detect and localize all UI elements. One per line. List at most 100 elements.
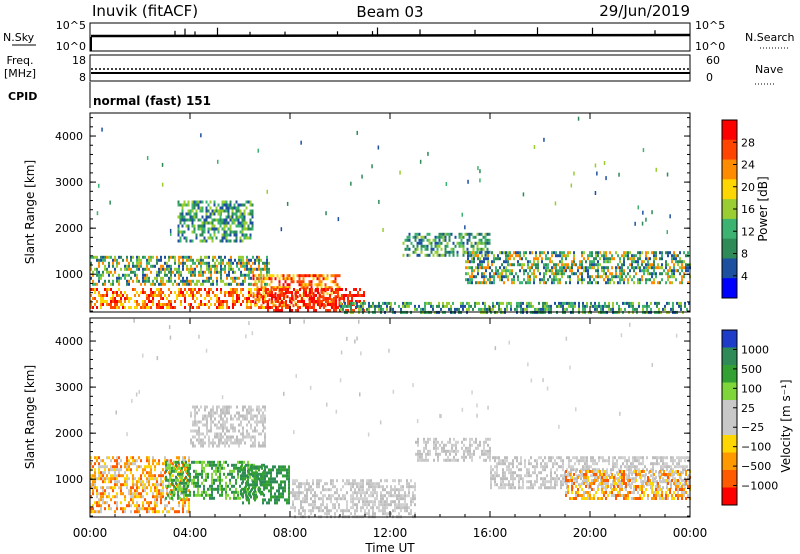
velocity-echo-cell (132, 495, 134, 499)
power-echo-cell (186, 255, 188, 259)
velocity-echo-cell (498, 456, 500, 460)
power-echo-cell (215, 206, 218, 210)
velocity-echo-cell (223, 466, 225, 470)
power-echo-cell (681, 260, 683, 264)
power-echo-cell (221, 206, 224, 210)
velocity-echo-cell (320, 491, 322, 495)
power-echo-cell (266, 273, 268, 277)
velocity-echo-cell (102, 480, 104, 484)
power-echo-cell (216, 279, 218, 283)
power-echo-cell (206, 294, 208, 297)
power-echo-cell (484, 232, 487, 236)
velocity-echo-cell (286, 471, 288, 475)
velocity-echo-cell (148, 456, 150, 460)
velocity-echo-cell (118, 456, 120, 460)
power-echo-cell (296, 304, 299, 308)
power-echo-cell (333, 303, 335, 306)
power-echo-cell (432, 238, 435, 242)
power-echo-cell (408, 301, 410, 305)
power-echo-cell (671, 257, 673, 261)
velocity-echo-cell (118, 480, 120, 484)
power-echo-cell (266, 255, 268, 259)
velocity-echo-cell (124, 480, 126, 484)
power-echo-cell (188, 294, 190, 297)
power-echo-cell (268, 261, 270, 265)
power-echo-cell (483, 275, 485, 279)
power-echo-cell (606, 304, 608, 308)
velocity-echo-cell (126, 468, 128, 472)
power-echo-cell (224, 264, 226, 268)
power-echo-cell (235, 212, 238, 216)
velocity-echo-cell (465, 437, 467, 441)
power-echo-cell (200, 294, 202, 297)
velocity-echo-cell (284, 486, 286, 490)
power-echo-cell (106, 255, 108, 259)
power-echo-cell (563, 269, 565, 273)
power-echo-cell (164, 255, 166, 259)
power-echo-cell (557, 254, 559, 258)
power-echo-cell (132, 264, 134, 268)
power-echo-cell (130, 306, 132, 309)
power-echo-cell (531, 272, 533, 276)
velocity-echo-cell (252, 408, 254, 412)
velocity-echo-cell (298, 488, 300, 492)
power-echo-cell (102, 273, 104, 277)
power-echo-cell (647, 278, 649, 282)
velocity-echo-cell (237, 496, 239, 500)
power-echo-cell (594, 301, 596, 305)
power-echo-cell (424, 253, 427, 257)
power-echo-cell (630, 304, 632, 308)
power-echo-cell (642, 304, 644, 308)
velocity-echo-cell (217, 466, 219, 470)
power-echo-cell (499, 251, 501, 255)
power-echo-cell (608, 307, 610, 311)
velocity-echo-cell (439, 452, 441, 456)
power-echo-cell (669, 251, 671, 255)
power-echo-cell (351, 294, 353, 297)
power-echo-cell (260, 304, 263, 308)
power-echo-cell (264, 264, 266, 268)
y-tick-label: 3000 (55, 176, 83, 189)
power-echo-cell (321, 303, 323, 306)
velocity-echo-cell (264, 414, 266, 418)
power-echo-cell (611, 272, 613, 276)
power-echo-cell (106, 300, 108, 303)
power-echo-cell (194, 294, 196, 297)
power-echo-cell (471, 251, 473, 255)
velocity-echo-cell (192, 420, 194, 424)
power-echo-cell (473, 260, 475, 264)
velocity-echo-cell (104, 501, 106, 505)
power-echo-cell (288, 274, 291, 278)
velocity-echo-cell (205, 475, 207, 479)
velocity-echo-cell (500, 462, 502, 466)
velocity-echo-cell (256, 405, 258, 409)
power-echo-cell (206, 264, 208, 268)
velocity-echo-cell (177, 460, 179, 464)
power-echo-cell (223, 224, 226, 228)
power-echo-cell (209, 215, 212, 219)
power-echo-cell (579, 263, 581, 267)
power-echo-cell (651, 266, 653, 270)
power-echo-cell (229, 218, 232, 222)
power-echo-cell (642, 307, 644, 311)
power-echo-cell (199, 200, 202, 204)
power-echo-cell (578, 301, 580, 305)
power-echo-cell (595, 263, 597, 267)
velocity-echo-cell (175, 460, 177, 464)
power-echo-cell (330, 286, 333, 290)
velocity-echo-cell (338, 506, 340, 510)
power-echo-cell (340, 307, 342, 311)
velocity-echo-cell (406, 485, 408, 489)
velocity-echo-cell (225, 487, 227, 491)
power-echo-cell (90, 261, 92, 265)
velocity-echo-cell (130, 462, 132, 466)
velocity-echo-cell (390, 494, 392, 498)
power-echo-cell (100, 303, 102, 306)
power-echo-cell (548, 307, 550, 311)
freq-panel (89, 54, 691, 82)
power-echo-cell (448, 301, 450, 305)
power-echo-cell (653, 281, 655, 285)
power-echo-cell (130, 267, 132, 271)
power-echo-cell (150, 255, 152, 259)
power-echo-cell (347, 303, 349, 306)
